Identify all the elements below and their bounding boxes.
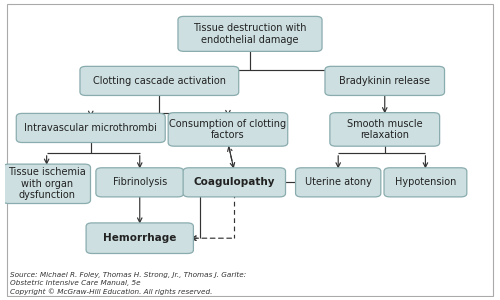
Text: Uterine atony: Uterine atony bbox=[305, 177, 372, 187]
Text: Tissue ischemia
with organ
dysfunction: Tissue ischemia with organ dysfunction bbox=[8, 167, 86, 200]
Text: Bradykinin release: Bradykinin release bbox=[339, 76, 430, 86]
FancyBboxPatch shape bbox=[86, 223, 194, 254]
FancyBboxPatch shape bbox=[3, 164, 90, 203]
FancyBboxPatch shape bbox=[325, 66, 444, 95]
FancyBboxPatch shape bbox=[330, 113, 440, 146]
FancyBboxPatch shape bbox=[16, 113, 165, 142]
Text: Hypotension: Hypotension bbox=[394, 177, 456, 187]
FancyBboxPatch shape bbox=[384, 168, 467, 197]
FancyBboxPatch shape bbox=[183, 168, 286, 197]
Text: Intravascular microthrombi: Intravascular microthrombi bbox=[24, 123, 157, 133]
Text: Coagulopathy: Coagulopathy bbox=[194, 177, 275, 187]
Text: Smooth muscle
relaxation: Smooth muscle relaxation bbox=[347, 118, 422, 140]
FancyBboxPatch shape bbox=[168, 113, 288, 146]
Text: Tissue destruction with
endothelial damage: Tissue destruction with endothelial dama… bbox=[193, 23, 307, 45]
Text: Fibrinolysis: Fibrinolysis bbox=[112, 177, 167, 187]
FancyBboxPatch shape bbox=[80, 66, 238, 95]
FancyBboxPatch shape bbox=[296, 168, 381, 197]
Text: Hemorrhage: Hemorrhage bbox=[103, 233, 176, 243]
FancyBboxPatch shape bbox=[178, 16, 322, 51]
Text: Consumption of clotting
factors: Consumption of clotting factors bbox=[170, 118, 286, 140]
Text: Clotting cascade activation: Clotting cascade activation bbox=[93, 76, 226, 86]
Text: Source: Michael R. Foley, Thomas H. Strong, Jr., Thomas J. Garite:
Obstetric Int: Source: Michael R. Foley, Thomas H. Stro… bbox=[10, 272, 246, 295]
FancyBboxPatch shape bbox=[96, 168, 184, 197]
